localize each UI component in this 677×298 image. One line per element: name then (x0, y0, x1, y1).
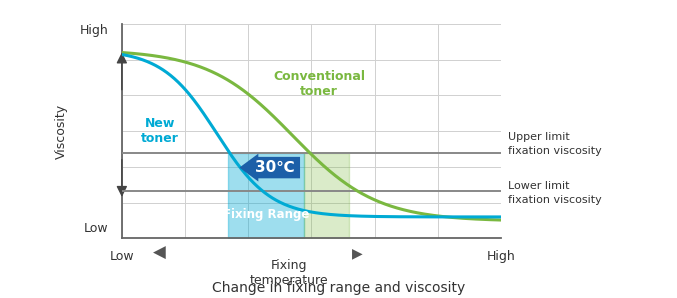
Text: High: High (80, 24, 108, 37)
Text: Fixing Range: Fixing Range (223, 208, 309, 221)
Text: 30℃: 30℃ (255, 160, 295, 175)
Text: ▶: ▶ (351, 246, 362, 260)
Text: Fixing
temperature: Fixing temperature (249, 259, 328, 287)
Text: Change in fixing range and viscosity: Change in fixing range and viscosity (212, 281, 465, 295)
Text: Upper limit
fixation viscosity: Upper limit fixation viscosity (508, 132, 601, 156)
Text: Lower limit
fixation viscosity: Lower limit fixation viscosity (508, 181, 601, 205)
Text: Low: Low (110, 250, 134, 263)
Text: Low: Low (84, 222, 108, 235)
Text: High: High (487, 250, 515, 263)
Text: New
toner: New toner (141, 117, 179, 145)
Text: Conventional
toner: Conventional toner (273, 70, 365, 98)
Text: Viscosity: Viscosity (54, 104, 68, 159)
FancyArrow shape (240, 154, 300, 181)
Text: ◀: ◀ (154, 244, 166, 262)
